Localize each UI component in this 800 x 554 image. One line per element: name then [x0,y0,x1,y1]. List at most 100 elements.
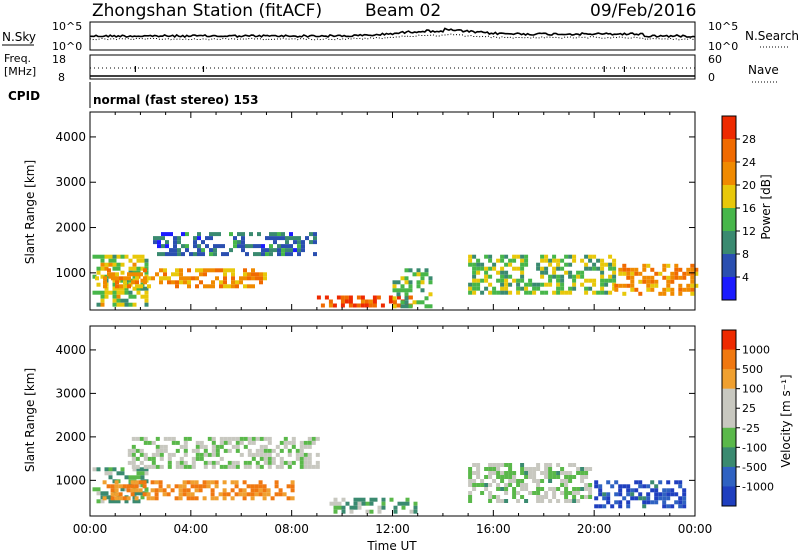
heatmap-cell [186,492,191,497]
heatmap-cell [250,484,255,489]
heatmap-cell [654,492,659,497]
heatmap-cell [307,460,312,465]
heatmap-cell [690,263,695,268]
heatmap-cell [102,480,107,485]
heatmap-cell [588,495,593,499]
heatmap-cell [249,244,253,249]
heatmap-cell [135,456,140,461]
heatmap-cell [207,268,211,273]
heatmap-cell [140,258,145,263]
heatmap-cell [472,290,477,295]
heatmap-cell [100,495,105,500]
heatmap-cell [269,244,273,249]
heatmap-cell [265,236,269,241]
heatmap-cell [488,266,493,271]
heatmap-cell [199,456,204,461]
heatmap-cell [500,274,505,279]
heatmap-cell [186,480,191,485]
heatmap-cell [169,248,173,253]
heatmap-cell [243,464,248,469]
heatmap-cell [271,460,276,465]
heatmap-cell [313,252,317,257]
heatmap-cell [662,267,667,272]
heatmap-cell [348,299,353,304]
heatmap-cell [203,460,208,465]
heatmap-cell [596,258,601,263]
heatmap-cell [341,505,346,510]
heatmap-cell [512,475,517,479]
heatmap-cell [231,276,235,281]
heatmap-cell [678,283,683,288]
heatmap-cell [157,252,161,257]
heatmap-cell [622,291,627,296]
colorbar-segment [722,162,736,186]
heatmap-cell [512,487,517,491]
heatmap-cell [223,440,228,445]
heatmap-cell [488,475,493,479]
heatmap-cell [568,290,573,295]
heatmap-cell [173,240,177,245]
heatmap-cell [480,262,485,267]
colorbar-segment [722,486,736,507]
heatmap-cell [618,488,623,493]
heatmap-cell [130,484,135,489]
heatmap-cell [622,263,627,268]
heatmap-cell [584,278,589,283]
heatmap-cell [468,262,473,267]
heatmap-cell [214,484,219,489]
heatmap-cell [112,294,117,299]
heatmap-cell [255,452,260,457]
heatmap-cell [104,262,109,267]
heatmap-cell [376,295,381,300]
heatmap-cell [132,262,137,267]
heatmap-cell [239,452,244,457]
heatmap-cell [412,272,417,277]
heatmap-cell [283,436,288,441]
heatmap-cell [556,290,561,295]
heatmap-cell [267,460,272,465]
heatmap-cell [690,283,695,288]
heatmap-cell [237,240,241,245]
heatmap-cell [104,266,109,271]
heatmap-cell [279,448,284,453]
heatmap-cell [215,452,220,457]
heatmap-cell [287,452,292,457]
heatmap-cell [662,496,667,501]
colorbar-tick-label: 1000 [742,344,770,357]
heatmap-cell [472,479,477,483]
heatmap-cell [548,258,553,263]
colorbar-segment [722,369,736,390]
heatmap-cell [215,460,220,465]
heatmap-cell [266,488,271,493]
heatmap-cell [377,505,382,510]
heatmap-cell [508,483,513,487]
heatmap-cell [285,240,289,245]
heatmap-cell [320,303,325,308]
heatmap-cell [191,460,196,465]
heatmap-cell [128,479,133,484]
heatmap-cell [238,488,243,493]
heatmap-cell [199,440,204,445]
heatmap-cell [674,275,679,280]
heatmap-cell [273,232,277,237]
heatmap-cell [155,464,160,469]
heatmap-cell [666,488,671,493]
heatmap-cell [227,268,231,273]
heatmap-cell [332,303,337,308]
heatmap-cell [291,440,296,445]
heatmap-cell [100,258,105,263]
heatmap-cell [132,254,137,259]
heatmap-cell [261,248,265,253]
heatmap-cell [650,500,655,505]
heatmap-cell [136,491,141,496]
heatmap-cell [564,262,569,267]
heatmap-cell [155,452,160,457]
heatmap-cell [630,283,635,288]
heatmap-cell [231,272,235,277]
heatmap-cell [253,244,257,249]
heatmap-cell [544,282,549,287]
heatmap-cell [360,295,365,300]
heatmap-cell [504,471,509,475]
heatmap-cell [249,232,253,237]
heatmap-cell [235,464,240,469]
